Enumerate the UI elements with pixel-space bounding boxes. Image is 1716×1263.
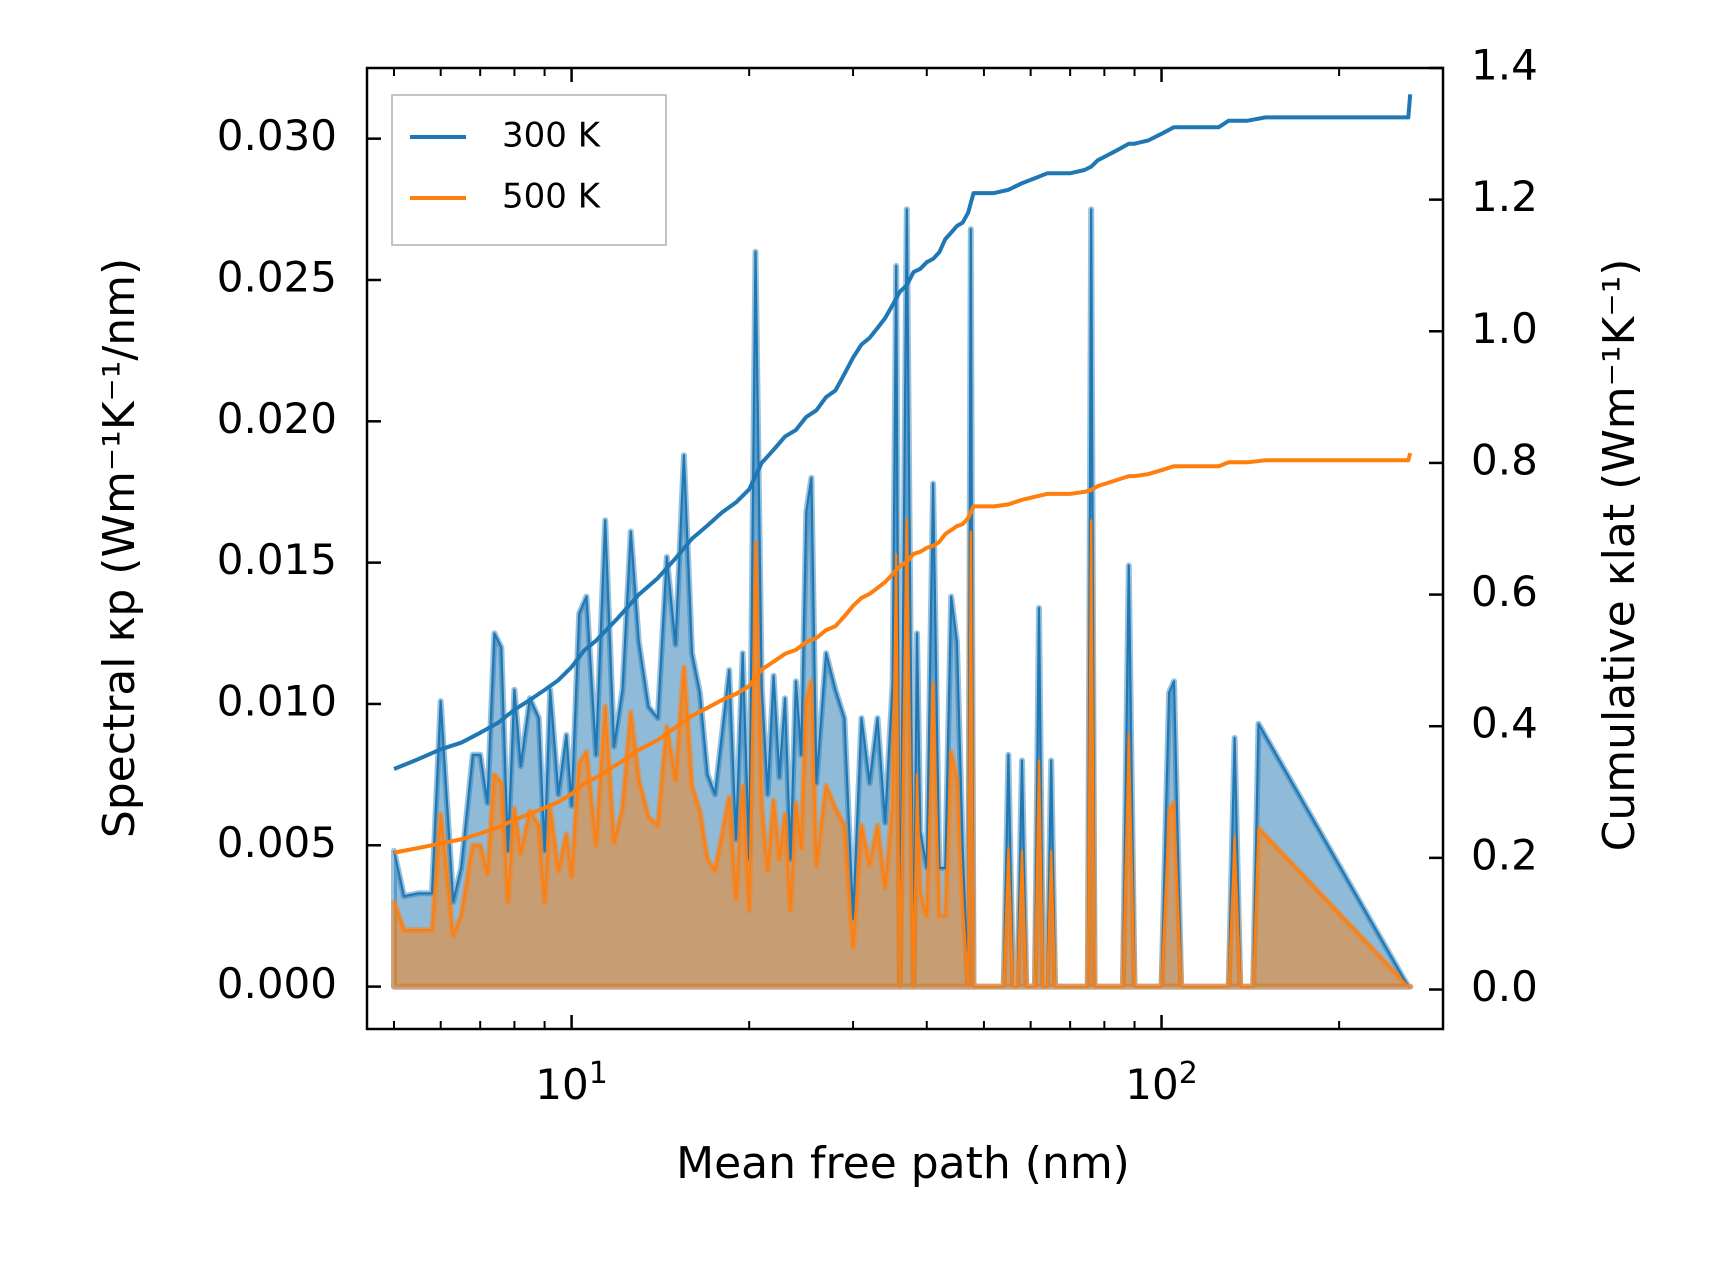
y-tick-label-left: 0.025 [217, 252, 337, 301]
y-tick-label-left: 0.030 [217, 111, 337, 160]
x-tick-label-base: 10 [1125, 1060, 1178, 1109]
y-axis-label-left: Spectral κp (Wm⁻¹K⁻¹/nm) [94, 258, 145, 838]
y-axis-label-left-text: Spectral κp (Wm⁻¹K⁻¹/nm) [94, 258, 145, 838]
x-tick-label: 101 [535, 1056, 608, 1109]
cumulative-line-0 [393, 94, 1413, 771]
y-axis-label-right: Cumulative κlat (Wm⁻¹K⁻¹) [1594, 259, 1645, 852]
x-axis-label: Mean free path (nm) [676, 1138, 1130, 1189]
y-tick-label-right: 0.2 [1471, 830, 1538, 879]
y-tick-label-left: 0.020 [217, 394, 337, 443]
spectral-line-1 [392, 519, 1411, 988]
y-tick-label-left: 0.005 [217, 818, 337, 867]
y-tick-label-left: 0.015 [217, 535, 337, 584]
legend-frame [391, 94, 667, 246]
y-tick-label-right: 0.8 [1471, 435, 1538, 484]
x-tick-label-exp: 1 [589, 1056, 608, 1091]
y-tick-label-right: 0.0 [1471, 962, 1538, 1011]
legend-label-500k: 500 K [502, 177, 602, 217]
y-tick-label-right: 1.2 [1471, 172, 1538, 221]
axis-ticks: 0.000 0.005 0.010 0.015 0.020 0.025 0.030 0.0 0.… [217, 41, 1538, 1110]
legend-label-300k: 300 K [502, 116, 602, 156]
y-axis-label-right-text: Cumulative κlat (Wm⁻¹K⁻¹) [1594, 259, 1645, 852]
y-tick-label-left: 0.000 [217, 959, 337, 1008]
x-tick-label-base: 10 [535, 1060, 588, 1109]
y-tick-label-right: 1.0 [1471, 304, 1538, 353]
y-tick-label-right: 0.6 [1471, 567, 1538, 616]
cumulative-line-1 [393, 452, 1413, 855]
plot-frame [365, 66, 1445, 1031]
y-tick-label-right: 1.4 [1471, 41, 1538, 90]
data-lines [392, 94, 1413, 988]
y-tick-label-left: 0.010 [217, 676, 337, 725]
x-tick-label-exp: 2 [1179, 1056, 1198, 1091]
x-tick-label: 102 [1125, 1056, 1198, 1109]
legend: 300 K 500 K [391, 94, 667, 246]
y-tick-label-right: 0.4 [1471, 699, 1538, 748]
